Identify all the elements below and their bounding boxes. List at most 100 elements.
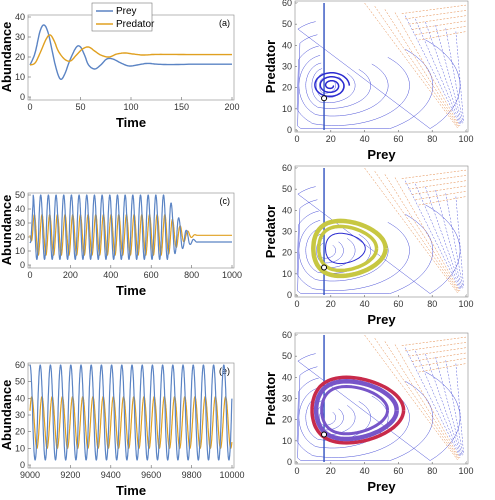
x-tick-label: 80	[427, 299, 437, 309]
x-tick-label: 100	[458, 466, 473, 476]
x-tick-label: 9400	[101, 470, 121, 480]
streamline	[435, 25, 463, 124]
streamline	[445, 28, 464, 123]
x-tick-label: 50	[75, 102, 85, 112]
x-tick-label: 0	[27, 102, 32, 112]
y-tick-label: 10	[282, 436, 292, 446]
limit-cycle-band	[317, 224, 379, 273]
y-tick-label: 10	[15, 72, 25, 82]
y-axis-label: Abundance	[0, 195, 14, 266]
streamline	[364, 334, 458, 461]
y-tick-label: 60	[282, 0, 292, 8]
plot-frame	[27, 362, 235, 469]
streamline	[418, 31, 467, 41]
y-tick-label: 30	[15, 410, 25, 420]
y-tick-label: 10	[282, 269, 292, 279]
y-tick-label: 50	[282, 184, 292, 194]
streamline	[435, 190, 463, 289]
y-tick-label: 50	[282, 19, 292, 29]
x-tick-label: 40	[360, 466, 370, 476]
x-tick-label: 9800	[182, 470, 202, 480]
y-tick-label: 40	[15, 393, 25, 403]
streamline	[297, 199, 434, 294]
x-tick-label: 60	[393, 299, 403, 309]
streamline	[394, 344, 460, 459]
streamline	[418, 363, 467, 373]
y-tick-label: 40	[282, 205, 292, 215]
streamline	[305, 394, 371, 441]
spiral-trajectory	[314, 72, 351, 98]
y-axis-label: Predator	[263, 40, 278, 93]
y-tick-label: 0	[287, 457, 292, 467]
x-tick-label: 9000	[20, 470, 40, 480]
limit-cycle-inner	[325, 232, 366, 265]
streamline	[411, 185, 467, 195]
streamline	[455, 196, 464, 288]
panel-c: 0 200 400 600 800 1000 0 10 20 30 40 50 Time Abundanc…	[0, 190, 242, 298]
y-tick-label: 30	[282, 394, 292, 404]
y-tick-label: 10	[15, 246, 25, 256]
y-axis-label: Abundance	[0, 22, 14, 93]
streamline	[415, 18, 462, 125]
x-tick-label: 0	[294, 134, 299, 144]
y-axis-label: Predator	[263, 205, 278, 258]
x-tick-label: 400	[103, 270, 118, 280]
y-tick-label: 30	[15, 32, 25, 42]
x-axis-label: Time	[116, 483, 146, 498]
y-tick-label: 20	[282, 248, 292, 258]
x-axis-label: Prey	[367, 312, 396, 327]
y-tick-label: 60	[282, 330, 292, 340]
y-tick-label: 40	[282, 372, 292, 382]
streamline	[408, 15, 467, 25]
streamline	[415, 350, 462, 457]
streamline	[435, 357, 463, 456]
prey-series-line	[29, 194, 233, 260]
streamline	[384, 9, 460, 127]
y-tick-label: 0	[20, 92, 25, 102]
y-tick-label: 50	[15, 190, 25, 200]
streamline	[384, 341, 460, 459]
predator-series-line	[29, 34, 232, 66]
streamline	[296, 210, 410, 291]
streamline	[401, 169, 467, 179]
legend: Prey Predator	[91, 2, 155, 32]
x-tick-label: 40	[360, 299, 370, 309]
y-tick-label: 40	[15, 12, 25, 22]
streamline	[425, 353, 462, 457]
y-tick-label: 40	[15, 204, 25, 214]
streamline	[394, 12, 460, 127]
y-axis-label: Abundance	[0, 380, 14, 451]
y-tick-label: 60	[282, 163, 292, 173]
x-axis-label: Time	[116, 115, 146, 130]
prey-series-line	[29, 24, 232, 81]
y-tick-label: 0	[20, 260, 25, 270]
x-tick-label: 20	[326, 299, 336, 309]
x-tick-label: 0	[294, 299, 299, 309]
x-tick-label: 100	[123, 102, 138, 112]
limit-cycle-band	[310, 375, 406, 445]
legend-predator-label: Predator	[116, 19, 155, 30]
x-axis-label: Time	[116, 283, 146, 298]
panel-label: (a)	[219, 18, 230, 28]
streamline	[305, 227, 371, 274]
prey-series-line	[29, 364, 233, 461]
y-tick-label: 50	[282, 351, 292, 361]
x-axis-label: Prey	[367, 479, 396, 494]
streamline	[297, 21, 461, 129]
x-tick-label: 800	[184, 270, 199, 280]
y-tick-label: 30	[15, 218, 25, 228]
y-tick-label: 10	[15, 443, 25, 453]
streamline	[296, 45, 410, 126]
streamline	[374, 338, 459, 460]
x-tick-label: 100	[458, 299, 473, 309]
panel-label: (c)	[220, 196, 231, 206]
plot-area	[297, 168, 466, 295]
y-tick-label: 30	[282, 62, 292, 72]
streamline	[455, 31, 464, 123]
streamline	[297, 34, 434, 129]
streamline	[401, 4, 467, 14]
plot-area	[297, 3, 466, 130]
streamline	[411, 20, 467, 30]
